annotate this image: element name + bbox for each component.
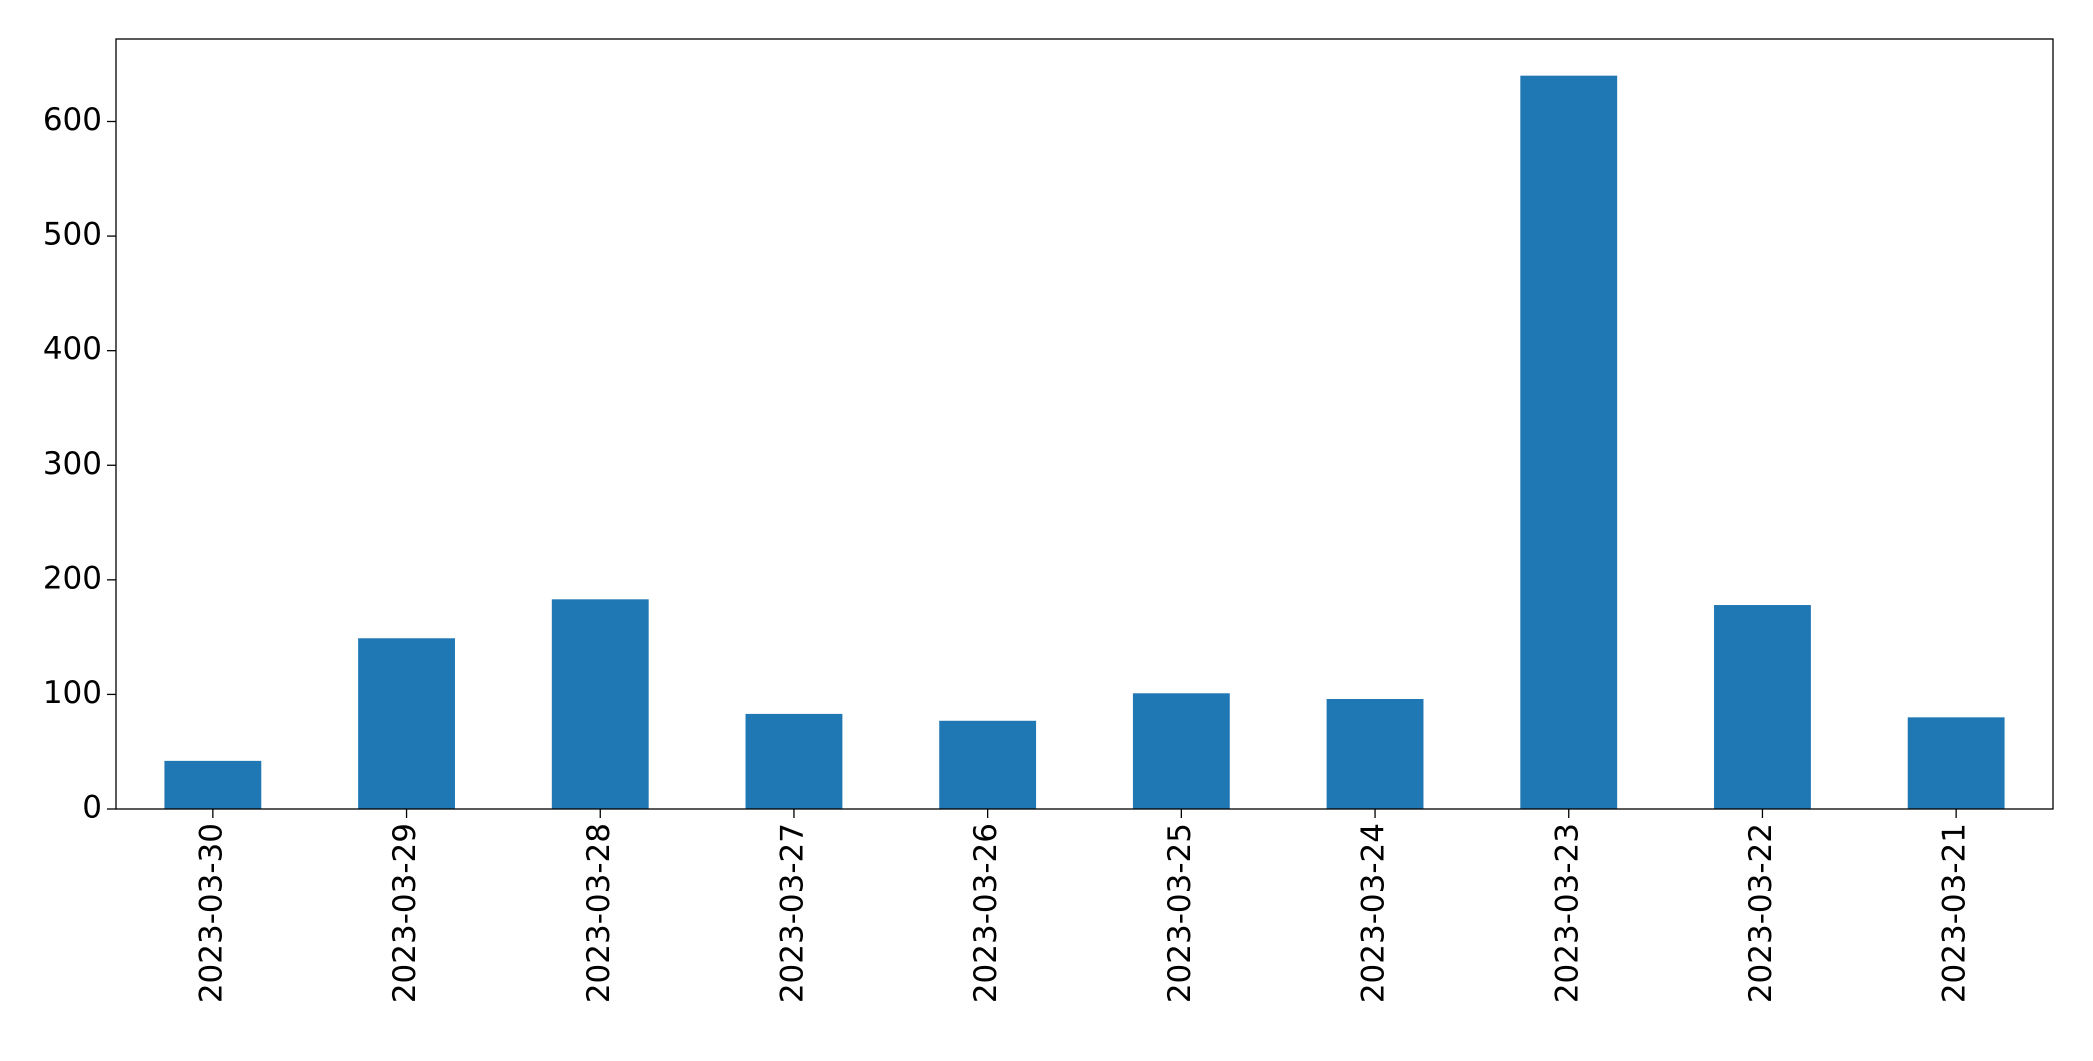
bar xyxy=(1326,699,1424,809)
bar xyxy=(164,760,262,809)
y-tick-label: 600 xyxy=(43,102,102,138)
bar xyxy=(939,720,1037,809)
bar xyxy=(1520,75,1618,809)
x-tick-label: 2023-03-29 xyxy=(387,823,423,1003)
x-tick-label: 2023-03-25 xyxy=(1162,823,1198,1003)
x-tick-label: 2023-03-30 xyxy=(193,823,229,1003)
bar xyxy=(1714,605,1811,809)
bar xyxy=(551,599,649,809)
bar xyxy=(1132,693,1230,809)
y-tick-label: 300 xyxy=(43,446,102,482)
bar xyxy=(745,713,843,809)
x-tick-label: 2023-03-27 xyxy=(774,823,810,1003)
plot-frame xyxy=(115,38,2054,810)
bar xyxy=(358,638,455,809)
x-tick-label: 2023-03-23 xyxy=(1549,823,1585,1003)
bar xyxy=(1907,717,2005,809)
y-tick-label: 0 xyxy=(82,790,102,826)
y-tick-label: 500 xyxy=(43,217,102,253)
x-tick-label: 2023-03-24 xyxy=(1356,823,1392,1003)
x-tick-label: 2023-03-21 xyxy=(1937,823,1973,1003)
x-tick-label: 2023-03-22 xyxy=(1743,823,1779,1003)
y-tick-label: 200 xyxy=(43,560,102,596)
x-tick-label: 2023-03-26 xyxy=(968,823,1004,1003)
y-tick-label: 100 xyxy=(43,675,102,711)
y-tick-label: 400 xyxy=(43,331,102,367)
x-tick-label: 2023-03-28 xyxy=(581,823,617,1003)
